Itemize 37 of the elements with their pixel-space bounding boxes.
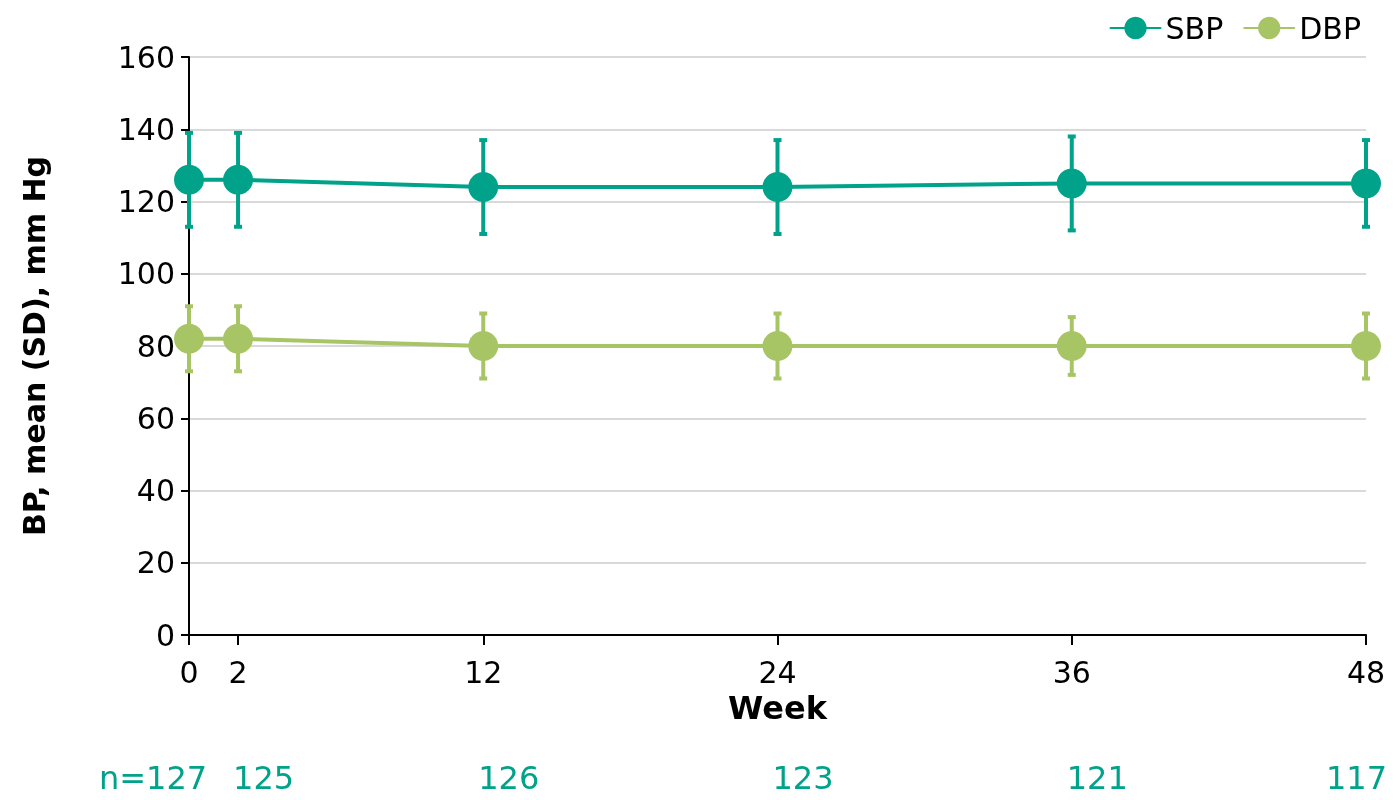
point bbox=[1351, 331, 1381, 361]
y-tick-label: 60 bbox=[136, 400, 175, 436]
point bbox=[1351, 168, 1381, 199]
y-axis-title: BP, mean (SD), mm Hg bbox=[16, 155, 52, 537]
y-tick-label: 40 bbox=[136, 473, 175, 508]
y-tick-label: 100 bbox=[117, 256, 175, 292]
x-tick-label: 0 bbox=[179, 654, 199, 690]
x-tick-label: 48 bbox=[1346, 654, 1386, 690]
text: 125 bbox=[233, 759, 295, 797]
y-tick-label: 160 bbox=[117, 39, 175, 75]
text: n=127 bbox=[99, 759, 208, 797]
x-tick-label: 2 bbox=[228, 654, 248, 690]
point bbox=[174, 164, 204, 195]
text: 117 bbox=[1326, 759, 1388, 797]
x-axis-title: Week bbox=[728, 688, 828, 727]
legend-label: DBP bbox=[1299, 10, 1362, 46]
legend-label: SBP bbox=[1165, 10, 1224, 46]
point bbox=[762, 331, 793, 361]
x-tick-label: 12 bbox=[464, 654, 503, 690]
point bbox=[174, 323, 204, 354]
point bbox=[223, 323, 254, 354]
text: 126 bbox=[478, 759, 540, 797]
x-tick-label: 24 bbox=[758, 654, 797, 690]
x-tick-label: 36 bbox=[1052, 654, 1091, 690]
y-tick-label: 0 bbox=[155, 617, 175, 653]
point bbox=[223, 164, 254, 195]
y-tick-label: 80 bbox=[136, 328, 175, 364]
point bbox=[762, 172, 793, 203]
y-tick-label: 20 bbox=[136, 545, 175, 581]
text: 123 bbox=[772, 759, 834, 797]
text: 121 bbox=[1066, 759, 1128, 797]
point bbox=[1056, 168, 1087, 199]
y-tick-label: 140 bbox=[117, 111, 175, 147]
point bbox=[1056, 331, 1087, 361]
y-tick-label: 120 bbox=[117, 184, 175, 219]
point bbox=[468, 331, 499, 361]
point bbox=[468, 172, 499, 203]
